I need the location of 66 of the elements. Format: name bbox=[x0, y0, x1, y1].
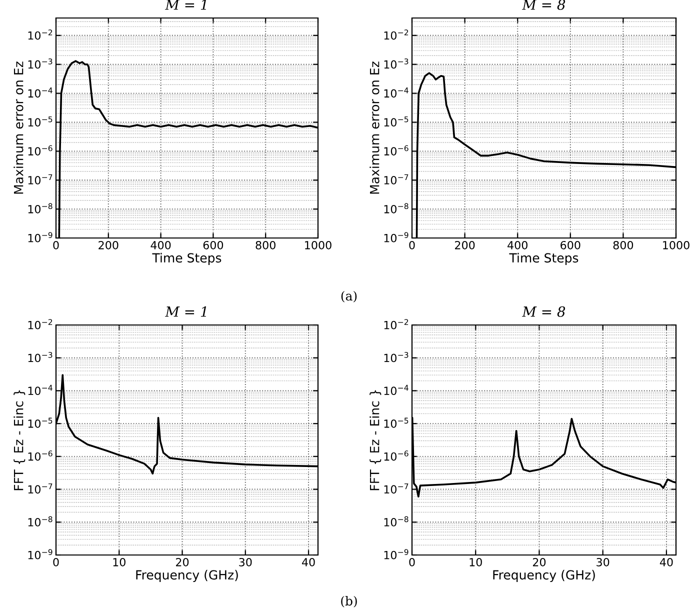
x-tick-label: 800 bbox=[256, 240, 276, 250]
y-tick-label: 10$^{−2}$ bbox=[384, 30, 408, 40]
x-tick-label: 30 bbox=[596, 558, 610, 566]
y-tick-label: 10$^{−9}$ bbox=[28, 232, 52, 242]
x-tick-label: 400 bbox=[150, 240, 171, 250]
y-tick-label: 10$^{−5}$ bbox=[384, 116, 408, 127]
y-tick-label: 10$^{−6}$ bbox=[28, 145, 52, 156]
y-tick-label: 10$^{−3}$ bbox=[384, 58, 408, 69]
y-axis-title: FFT { Ez - Einc } bbox=[370, 390, 382, 490]
y-tick-label: 10$^{−3}$ bbox=[28, 58, 52, 69]
x-tick-label: 0 bbox=[409, 558, 415, 566]
x-tick-label: 0 bbox=[53, 240, 59, 250]
x-tick-label: 800 bbox=[613, 240, 634, 250]
y-tick-label: 10$^{−8}$ bbox=[384, 203, 408, 214]
y-tick-label: 10$^{−5}$ bbox=[28, 418, 52, 428]
y-tick-label: 10$^{−3}$ bbox=[384, 352, 408, 362]
y-tick-label: 10$^{−4}$ bbox=[384, 88, 408, 98]
y-axis-title: Maximum error on Ez bbox=[14, 62, 24, 194]
x-tick-label: 40 bbox=[302, 558, 315, 566]
y-tick-label: 10$^{−5}$ bbox=[28, 116, 52, 127]
y-tick-label: 10$^{−2}$ bbox=[28, 319, 52, 330]
x-tick-label: 0 bbox=[409, 240, 415, 250]
x-axis-title: Time Steps bbox=[509, 252, 578, 266]
text: (a) bbox=[341, 290, 357, 302]
x-tick-label: 600 bbox=[203, 240, 224, 250]
y-tick-label: 10$^{−3}$ bbox=[28, 352, 52, 362]
x-tick-label: 200 bbox=[98, 240, 118, 250]
chart-title: M = 1 bbox=[165, 306, 206, 317]
x-tick-label: 10 bbox=[470, 558, 482, 566]
x-tick-label: 1000 bbox=[663, 240, 690, 250]
x-tick-label: 600 bbox=[560, 240, 580, 250]
x-tick-label: 20 bbox=[532, 558, 546, 566]
y-tick-label: 10$^{−4}$ bbox=[384, 384, 408, 396]
y-tick-label: 10$^{−7}$ bbox=[384, 484, 408, 494]
x-tick-label: 400 bbox=[508, 240, 528, 250]
x-axis-title: Frequency (GHz) bbox=[493, 570, 595, 582]
y-axis-title: FFT { Ez - Einc } bbox=[14, 390, 26, 490]
x-axis-title: Frequency (GHz) bbox=[136, 570, 238, 582]
x-tick-label: 40 bbox=[660, 558, 673, 566]
text: (b) bbox=[341, 596, 357, 608]
x-tick-label: 20 bbox=[176, 558, 189, 566]
y-tick-label: 10$^{−2}$ bbox=[28, 30, 52, 40]
y-tick-label: 10$^{−6}$ bbox=[28, 450, 52, 461]
y-tick-label: 10$^{−7}$ bbox=[28, 174, 52, 184]
y-tick-label: 10$^{−6}$ bbox=[384, 450, 408, 461]
y-tick-label: 10$^{−8}$ bbox=[384, 516, 408, 526]
y-tick-label: 10$^{−4}$ bbox=[28, 384, 52, 396]
y-axis-title: Maximum error on Ez bbox=[370, 62, 380, 194]
x-tick-label: 200 bbox=[455, 240, 475, 250]
y-tick-label: 10$^{−7}$ bbox=[28, 484, 52, 494]
y-tick-label: 10$^{−5}$ bbox=[384, 418, 408, 428]
x-tick-label: 0 bbox=[53, 558, 59, 566]
y-tick-label: 10$^{−6}$ bbox=[384, 145, 408, 156]
y-tick-label: 10$^{−4}$ bbox=[28, 88, 52, 98]
x-tick-label: 1000 bbox=[305, 240, 332, 250]
y-tick-label: 10$^{−9}$ bbox=[28, 549, 52, 560]
x-tick-label: 10 bbox=[113, 558, 126, 566]
y-tick-label: 10$^{−9}$ bbox=[384, 549, 408, 560]
y-tick-label: 10$^{−2}$ bbox=[384, 319, 408, 330]
x-tick-label: 30 bbox=[239, 558, 252, 566]
y-tick-label: 10$^{−9}$ bbox=[384, 232, 408, 242]
y-tick-label: 10$^{−8}$ bbox=[28, 203, 52, 214]
y-tick-label: 10$^{−8}$ bbox=[28, 516, 52, 526]
x-axis-title: Time Steps bbox=[152, 252, 222, 266]
y-tick-label: 10$^{−7}$ bbox=[384, 174, 408, 184]
chart-title: M = 8 bbox=[522, 306, 566, 317]
